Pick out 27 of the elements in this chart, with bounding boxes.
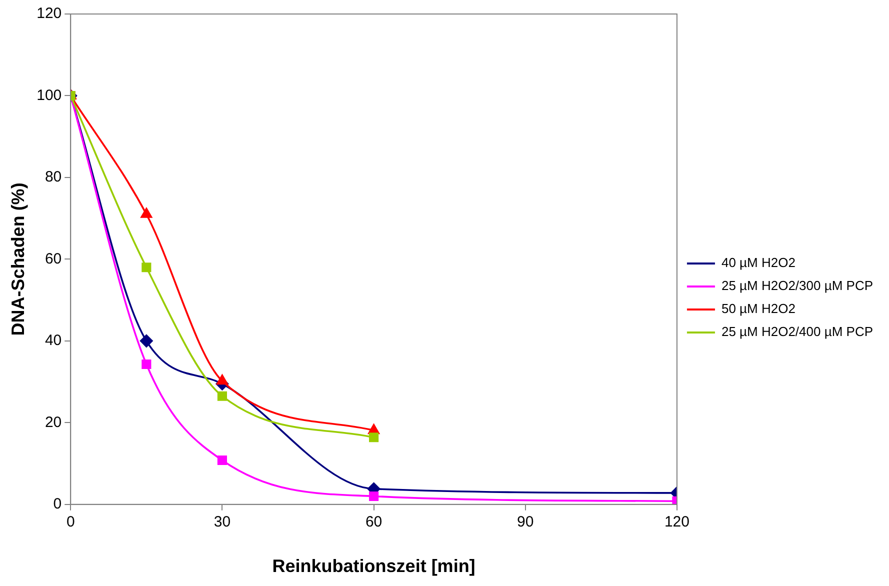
point (140, 334, 153, 348)
x-tick-label: 60 (365, 514, 382, 531)
legend-label: 40 µM H2O2 (721, 255, 796, 270)
y-tick-label: 60 (44, 250, 62, 268)
legend-label: 25 µM H2O2/400 µM PCP (721, 324, 874, 340)
x-axis-title: Reinkubationszeit [min] (272, 556, 476, 576)
x-tick-label: 30 (214, 514, 231, 531)
y-tick-label: 40 (44, 332, 62, 350)
point (140, 208, 152, 218)
point (142, 359, 152, 370)
y-tick-label: 20 (44, 414, 62, 431)
point (217, 455, 227, 466)
point (216, 374, 228, 385)
point (142, 262, 152, 272)
point (369, 491, 379, 502)
legend-label: 25 µM H2O2/300 µM PCP (721, 278, 874, 294)
y-tick-label: 120 (36, 5, 62, 22)
x-tick-label: 90 (517, 514, 534, 531)
y-tick-label: 0 (53, 496, 62, 513)
y-axis-title: DNA-Schaden (%) (8, 182, 28, 336)
x-tick-label: 120 (664, 514, 690, 531)
point (217, 391, 227, 401)
y-tick-label: 100 (36, 86, 62, 104)
point (369, 432, 379, 442)
legend-label: 50 µM H2O2 (721, 301, 796, 316)
x-tick-label: 0 (66, 514, 75, 531)
y-tick-label: 80 (44, 168, 62, 186)
